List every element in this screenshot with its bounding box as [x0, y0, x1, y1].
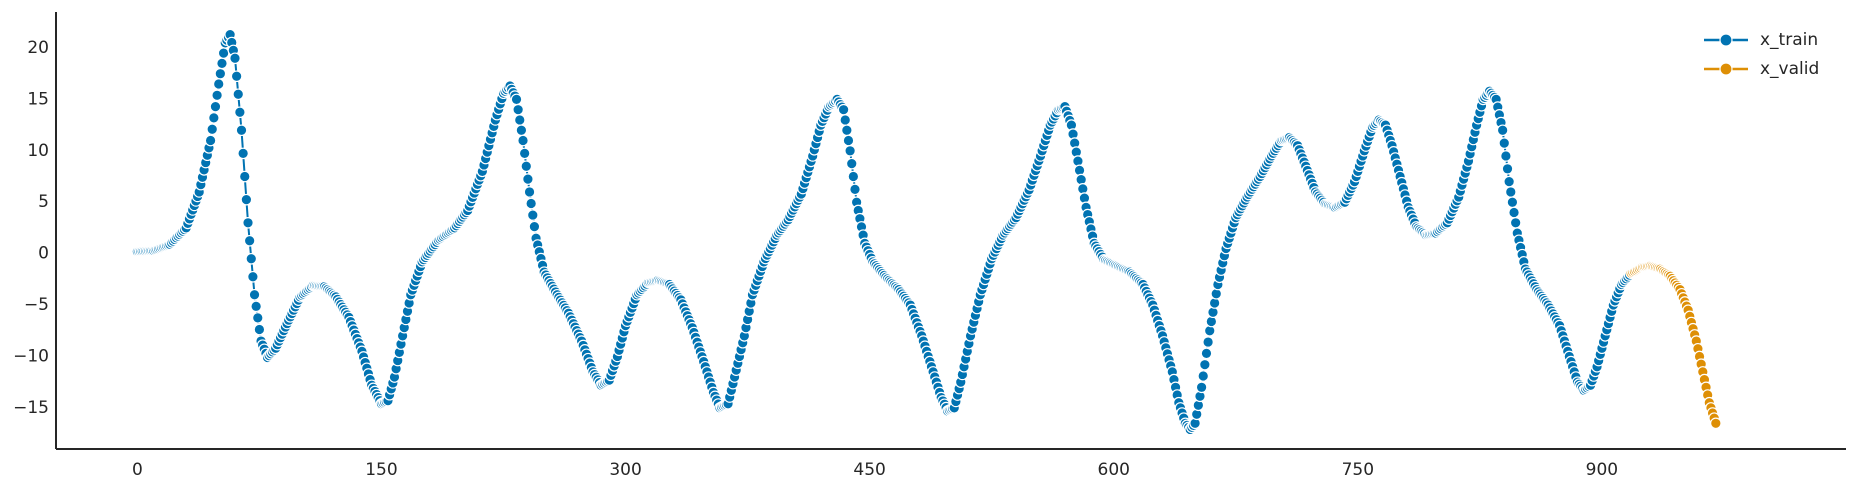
- x-tick-label: 750: [1342, 460, 1374, 480]
- data-point-x-train: [1197, 370, 1210, 382]
- data-point-x-train: [844, 145, 856, 157]
- data-point-x-train: [251, 312, 264, 324]
- data-point-x-train: [206, 123, 219, 136]
- data-point-x-train: [247, 270, 259, 283]
- legend-marker-x-train: [1719, 33, 1733, 47]
- data-point-x-train: [849, 183, 861, 196]
- data-point-x-train: [237, 147, 249, 160]
- x-tick-label: 450: [853, 460, 885, 480]
- data-point-x-train: [1498, 137, 1511, 149]
- x-tick-label: 900: [1586, 460, 1618, 480]
- data-point-x-train: [517, 134, 529, 147]
- data-point-x-train: [234, 106, 246, 119]
- data-point-x-train: [845, 157, 858, 170]
- data-point-x-train: [1496, 124, 1509, 137]
- data-point-x-train: [229, 52, 241, 65]
- legend: x_train x_valid: [1704, 30, 1819, 79]
- axes-layer: 0 150 300 450 600 750 900 −15 −10 −5 0 5 10 15 20: [13, 12, 1846, 480]
- data-point-x-train: [523, 186, 536, 198]
- data-point-x-train: [1210, 287, 1223, 300]
- y-tick-label: 15: [27, 89, 49, 109]
- data-point-x-train: [1203, 324, 1216, 337]
- data-point-x-train: [1072, 155, 1084, 167]
- data-point-x-train: [214, 67, 227, 80]
- series-x-train: [131, 28, 1637, 436]
- data-point-x-train: [847, 170, 860, 183]
- legend-item-x-valid: x_valid: [1704, 59, 1819, 79]
- data-point-x-train: [1075, 173, 1087, 186]
- data-point-x-train: [1508, 206, 1520, 219]
- y-tick-label: −10: [13, 346, 49, 366]
- data-point-x-train: [1073, 164, 1086, 177]
- data-point-x-train: [515, 124, 528, 137]
- x-tick-label: 150: [365, 460, 397, 480]
- data-point-x-train: [232, 88, 245, 101]
- data-point-x-train: [1205, 315, 1218, 328]
- data-point-x-train: [230, 70, 243, 83]
- x-tick-label: 300: [609, 460, 641, 480]
- data-point-x-valid: [1710, 417, 1722, 430]
- data-point-x-train: [216, 57, 228, 70]
- data-point-x-train: [526, 209, 539, 221]
- data-point-x-train: [204, 134, 217, 147]
- data-point-x-train: [243, 234, 256, 247]
- data-point-x-train: [1509, 216, 1522, 229]
- data-point-x-train: [841, 124, 853, 137]
- data-point-x-train: [1208, 297, 1221, 309]
- data-point-x-train: [1501, 163, 1514, 175]
- data-point-x-train: [525, 197, 537, 210]
- data-point-x-train: [245, 252, 258, 265]
- data-point-x-train: [513, 114, 526, 126]
- plot-layer: [131, 28, 1722, 436]
- data-point-x-train: [1077, 183, 1089, 195]
- data-point-x-train: [238, 170, 251, 183]
- legend-label-x-valid: x_valid: [1760, 59, 1819, 79]
- data-point-x-train: [1504, 186, 1517, 198]
- data-point-x-train: [248, 288, 261, 301]
- data-point-x-train: [235, 124, 248, 137]
- data-point-x-train: [522, 173, 534, 185]
- data-point-x-train: [212, 78, 225, 90]
- data-point-x-train: [1199, 358, 1211, 371]
- x-tick-label: 0: [132, 460, 143, 480]
- data-point-x-train: [839, 114, 852, 126]
- data-point-x-train: [1503, 175, 1515, 188]
- data-point-x-train: [211, 89, 223, 102]
- data-point-x-train: [217, 47, 230, 59]
- data-point-x-train: [528, 220, 541, 233]
- data-point-x-train: [510, 93, 523, 106]
- y-tick-label: 0: [38, 244, 49, 264]
- data-point-x-train: [1195, 381, 1208, 394]
- data-point-x-train: [837, 103, 850, 116]
- data-point-x-train: [242, 216, 254, 229]
- data-point-x-train: [518, 147, 531, 160]
- data-point-x-train: [1078, 192, 1091, 204]
- data-point-x-train: [1207, 306, 1219, 319]
- data-point-x-train: [1500, 150, 1512, 162]
- y-tick-label: −15: [13, 398, 49, 418]
- y-tick-label: 10: [27, 141, 49, 161]
- series-x-valid: [1625, 260, 1722, 430]
- data-point-x-train: [520, 160, 533, 173]
- data-point-x-train: [1202, 336, 1214, 348]
- legend-marker-x-valid: [1719, 62, 1733, 76]
- y-tick-label: 5: [38, 192, 49, 212]
- legend-label-x-train: x_train: [1760, 30, 1818, 50]
- data-point-x-train: [240, 193, 253, 206]
- data-point-x-train: [250, 300, 262, 313]
- data-point-x-train: [1200, 347, 1213, 360]
- data-point-x-train: [1506, 196, 1519, 209]
- y-tick-label: 20: [27, 38, 49, 58]
- data-point-x-train: [209, 100, 222, 113]
- y-tick-label: −5: [24, 295, 49, 315]
- data-point-x-train: [208, 112, 220, 124]
- x-tick-label: 600: [1098, 460, 1130, 480]
- data-point-x-train: [512, 103, 524, 116]
- data-point-x-train: [253, 323, 266, 336]
- legend-item-x-train: x_train: [1704, 30, 1818, 50]
- data-point-x-train: [842, 134, 855, 147]
